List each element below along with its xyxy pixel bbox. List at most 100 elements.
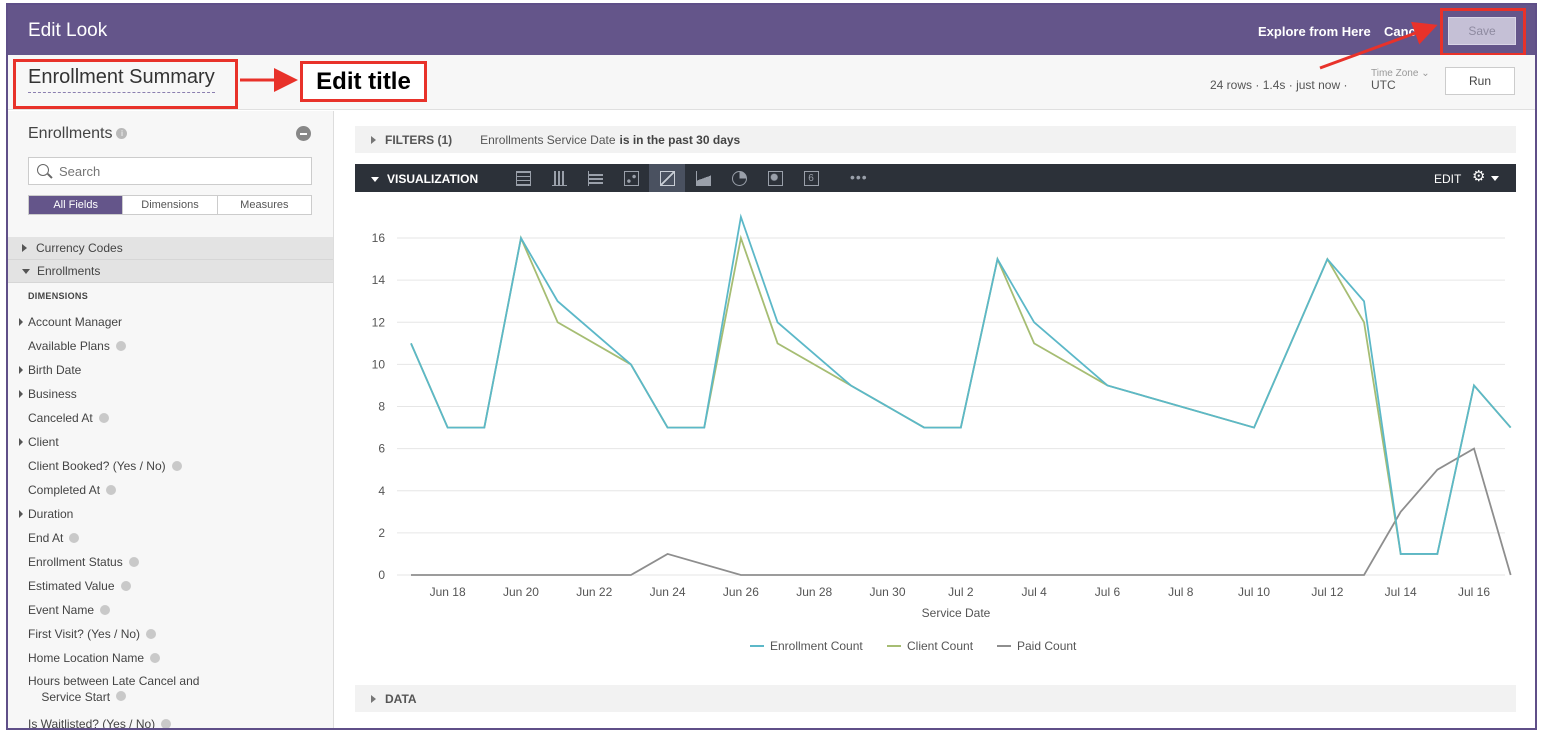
- field-item[interactable]: Hours between Late Cancel and Service St…: [28, 674, 200, 704]
- tab-dimensions[interactable]: Dimensions: [123, 196, 218, 214]
- query-duration: 1.4s: [1262, 78, 1286, 92]
- filters-bar[interactable]: FILTERS (1) Enrollments Service Date is …: [355, 126, 1516, 153]
- look-header: Enrollment Summary Edit title 24 rows · …: [8, 55, 1535, 110]
- legend-label: Client Count: [907, 639, 974, 653]
- info-icon[interactable]: [171, 461, 182, 471]
- visualization-toggle[interactable]: VISUALIZATION: [371, 172, 478, 186]
- line-icon[interactable]: [649, 164, 685, 192]
- tab-measures[interactable]: Measures: [240, 199, 289, 211]
- app-frame: Edit Look Explore from Here Cancel Save …: [6, 3, 1537, 730]
- field-search[interactable]: [28, 157, 312, 185]
- field-item[interactable]: Canceled At: [8, 406, 333, 430]
- field-item[interactable]: Is Waitlisted? (Yes / No): [8, 712, 333, 728]
- line-chart: 0 2 4 6 8 10 12 14 16 Jun 18 Jun 20 Jun 22 Jun 24 Jun…: [372, 213, 1512, 653]
- look-title[interactable]: Enrollment Summary: [28, 66, 215, 93]
- chevron-right-icon: [371, 694, 376, 703]
- field-item[interactable]: First Visit? (Yes / No): [8, 622, 333, 646]
- table-icon[interactable]: [505, 164, 541, 192]
- single-value-icon[interactable]: 6: [793, 164, 829, 192]
- x-tick-label: Jul 10: [1238, 585, 1270, 599]
- y-tick-label: 10: [372, 357, 386, 371]
- pie-icon[interactable]: [721, 164, 757, 192]
- field-item[interactable]: Birth Date: [8, 358, 333, 382]
- chevron-down-icon: [371, 176, 379, 182]
- expand-icon: [19, 318, 23, 326]
- visualization-bar: VISUALIZATION 6 ••• EDIT ⚙: [355, 164, 1516, 192]
- field-item[interactable]: End At: [8, 526, 333, 550]
- field-item[interactable]: Event Name: [8, 598, 333, 622]
- field-item[interactable]: Enrollment Status: [8, 550, 333, 574]
- field-item[interactable]: Estimated Value: [8, 574, 333, 598]
- info-icon[interactable]: [100, 605, 111, 615]
- row-count: 24 rows: [1210, 78, 1253, 92]
- top-bar: Edit Look Explore from Here Cancel Save: [8, 5, 1535, 56]
- area-icon[interactable]: [685, 164, 721, 192]
- expand-icon: [19, 438, 23, 446]
- y-tick-label: 2: [378, 526, 385, 540]
- series-line-client: [410, 234, 1512, 555]
- y-tick-label: 8: [378, 400, 385, 414]
- save-highlight-box: [1440, 8, 1526, 56]
- info-icon[interactable]: [161, 719, 172, 728]
- dimensions-heading: DIMENSIONS: [28, 291, 89, 301]
- field-item[interactable]: Completed At: [8, 478, 333, 502]
- info-icon[interactable]: [98, 413, 109, 423]
- save-button[interactable]: Save: [1448, 17, 1516, 45]
- field-item[interactable]: Home Location Name: [8, 646, 333, 670]
- edit-viz-button[interactable]: EDIT: [1434, 172, 1462, 186]
- info-icon[interactable]: [146, 629, 157, 639]
- info-icon[interactable]: [128, 557, 139, 567]
- filters-label: FILTERS (1): [385, 132, 453, 147]
- view-groups: Currency Codes Enrollments: [8, 237, 333, 283]
- chevron-down-icon[interactable]: [1491, 176, 1499, 181]
- field-item[interactable]: Client Booked? (Yes / No): [8, 454, 333, 478]
- x-tick-label: Jun 24: [650, 585, 686, 599]
- expand-icon: [19, 366, 23, 374]
- field-item[interactable]: Duration: [8, 502, 333, 526]
- info-icon[interactable]: [106, 485, 117, 495]
- info-icon[interactable]: [150, 653, 161, 663]
- edit-title-callout: Edit title: [300, 61, 427, 102]
- map-icon[interactable]: [757, 164, 793, 192]
- field-item[interactable]: Account Manager: [8, 310, 333, 334]
- series-line-paid: [411, 447, 1512, 576]
- group-currency-codes[interactable]: Currency Codes: [8, 237, 333, 260]
- run-button[interactable]: Run: [1445, 67, 1515, 95]
- group-enrollments[interactable]: Enrollments: [8, 260, 333, 283]
- collapse-icon[interactable]: [296, 126, 311, 141]
- y-tick-label: 4: [378, 484, 385, 498]
- field-item[interactable]: Available Plans: [8, 334, 333, 358]
- timezone-value[interactable]: UTC: [1371, 78, 1396, 92]
- info-icon[interactable]: i: [116, 128, 128, 140]
- filter-condition: is in the past 30 days: [619, 132, 741, 147]
- x-tick-label: Jul 2: [948, 585, 974, 599]
- query-freshness: just now: [1296, 78, 1341, 92]
- title-highlight-box: [13, 59, 238, 109]
- x-tick-label: Jun 22: [576, 585, 612, 599]
- query-meta: 24 rows · 1.4s · just now ·: [1210, 78, 1348, 92]
- model-heading: Enrollments i: [28, 125, 128, 143]
- data-section-bar[interactable]: DATA: [355, 685, 1516, 712]
- field-item[interactable]: Business: [8, 382, 333, 406]
- scatter-icon[interactable]: [613, 164, 649, 192]
- page-title: Edit Look: [28, 20, 108, 41]
- chevron-right-icon: [371, 135, 376, 144]
- search-input[interactable]: [59, 162, 299, 180]
- field-item[interactable]: Client: [8, 430, 333, 454]
- x-tick-label: Jun 28: [796, 585, 832, 599]
- info-icon[interactable]: [116, 691, 127, 701]
- column-icon[interactable]: [541, 164, 577, 192]
- more-icon[interactable]: •••: [850, 169, 868, 185]
- bar-icon[interactable]: [577, 164, 613, 192]
- info-icon[interactable]: [120, 581, 131, 591]
- timezone-label[interactable]: Time Zone ⌄: [1371, 68, 1430, 79]
- tab-all-fields[interactable]: All Fields: [29, 196, 124, 214]
- y-tick-label: 0: [378, 568, 385, 582]
- cancel-link[interactable]: Cancel: [1384, 24, 1427, 39]
- info-icon[interactable]: [115, 341, 126, 351]
- gear-icon[interactable]: ⚙: [1472, 168, 1486, 185]
- info-icon[interactable]: [69, 533, 80, 543]
- explore-from-here-link[interactable]: Explore from Here: [1258, 24, 1371, 39]
- search-icon: [37, 164, 49, 176]
